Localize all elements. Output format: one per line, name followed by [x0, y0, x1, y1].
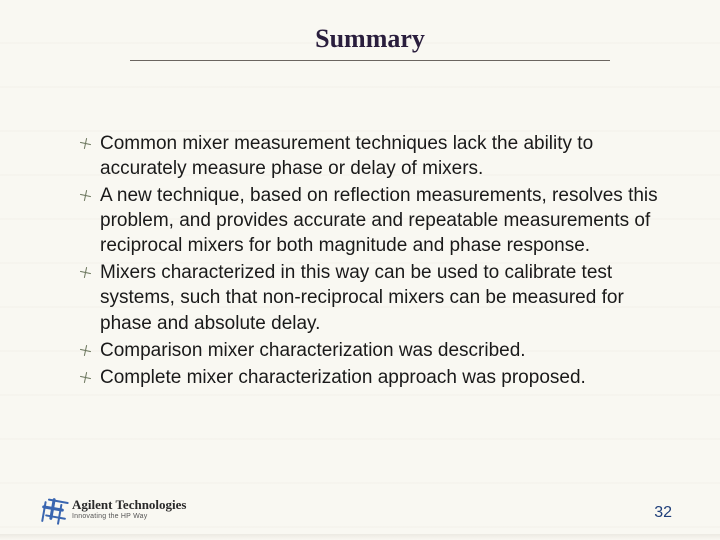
list-item: Mixers characterized in this way can be …: [80, 260, 660, 335]
spark-icon: [40, 496, 66, 522]
bullet-text: A new technique, based on reflection mea…: [100, 185, 658, 256]
footer: Agilent Technologies Innovating the HP W…: [0, 480, 720, 540]
footer-shadow: [0, 534, 720, 540]
bullet-text: Complete mixer characterization approach…: [100, 367, 586, 388]
bullet-text: Common mixer measurement techniques lack…: [100, 133, 593, 179]
slide-title: Summary: [130, 24, 610, 61]
list-item: Complete mixer characterization approach…: [80, 365, 660, 390]
bullet-list: Common mixer measurement techniques lack…: [80, 131, 660, 390]
list-item: Common mixer measurement techniques lack…: [80, 131, 660, 181]
logo-text: Agilent Technologies Innovating the HP W…: [72, 498, 187, 520]
page-number: 32: [654, 504, 672, 522]
company-tagline: Innovating the HP Way: [72, 513, 187, 520]
company-name: Agilent Technologies: [72, 498, 187, 511]
bullet-text: Mixers characterized in this way can be …: [100, 262, 624, 333]
slide: Summary Common mixer measurement techniq…: [0, 0, 720, 540]
list-item: A new technique, based on reflection mea…: [80, 183, 660, 258]
bullet-text: Comparison mixer characterization was de…: [100, 340, 526, 361]
company-logo: Agilent Technologies Innovating the HP W…: [40, 496, 187, 522]
list-item: Comparison mixer characterization was de…: [80, 338, 660, 363]
